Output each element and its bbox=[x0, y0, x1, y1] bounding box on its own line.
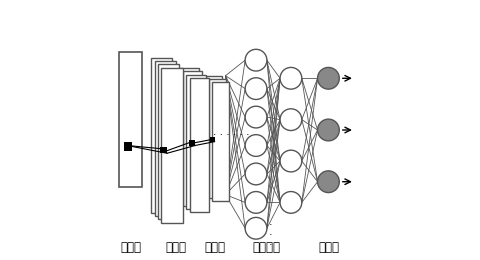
Circle shape bbox=[317, 67, 338, 89]
Circle shape bbox=[245, 106, 266, 128]
Bar bbox=[119, 53, 142, 187]
Bar bbox=[189, 140, 194, 146]
Bar bbox=[180, 68, 199, 203]
Text: 池化层: 池化层 bbox=[204, 241, 225, 254]
Text: 输出层: 输出层 bbox=[317, 241, 338, 254]
Circle shape bbox=[245, 217, 266, 239]
Bar bbox=[154, 61, 176, 216]
Bar bbox=[186, 75, 205, 209]
Circle shape bbox=[279, 109, 301, 131]
Text: 全连接层: 全连接层 bbox=[252, 241, 280, 254]
Bar bbox=[210, 137, 214, 142]
Circle shape bbox=[245, 192, 266, 213]
Bar bbox=[161, 68, 182, 223]
Text: ·
·
·: · · · bbox=[268, 220, 272, 250]
Circle shape bbox=[317, 171, 338, 193]
Bar bbox=[157, 64, 179, 219]
Circle shape bbox=[245, 49, 266, 71]
Circle shape bbox=[279, 150, 301, 172]
Text: · · · · · ·: · · · · · · bbox=[213, 130, 249, 140]
Circle shape bbox=[279, 67, 301, 89]
Circle shape bbox=[245, 163, 266, 185]
Bar bbox=[208, 79, 225, 198]
Text: 卷积层: 卷积层 bbox=[165, 241, 186, 254]
Bar bbox=[190, 78, 209, 212]
Bar bbox=[183, 71, 202, 206]
Circle shape bbox=[279, 192, 301, 213]
Bar bbox=[205, 76, 222, 195]
Text: 输入层: 输入层 bbox=[120, 241, 141, 254]
Circle shape bbox=[317, 119, 338, 141]
Bar bbox=[160, 147, 167, 153]
Bar bbox=[211, 82, 228, 201]
Circle shape bbox=[245, 135, 266, 156]
Circle shape bbox=[245, 78, 266, 100]
Bar bbox=[123, 142, 132, 151]
Bar bbox=[151, 57, 172, 213]
